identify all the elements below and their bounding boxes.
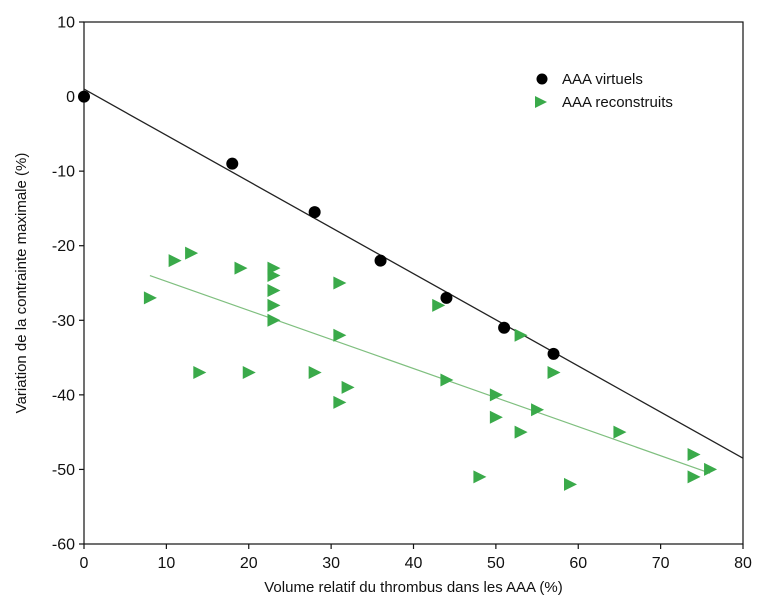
y-tick-label: -40 (52, 387, 75, 404)
point-reconstruits (440, 373, 454, 387)
point-reconstruits (514, 328, 528, 342)
point-virtuels (308, 206, 321, 219)
trendline-series-0 (83, 88, 744, 459)
point-virtuels (78, 90, 90, 103)
point-reconstruits (185, 246, 199, 260)
y-tick-label: -60 (52, 537, 75, 554)
point-reconstruits (489, 410, 503, 424)
point-reconstruits (687, 448, 701, 462)
point-reconstruits (168, 254, 182, 268)
legend-marker-reconstruits (535, 96, 547, 108)
trendline-series-1 (149, 274, 711, 474)
point-reconstruits (531, 403, 545, 417)
x-tick-label: 70 (652, 555, 670, 572)
x-tick-label: 50 (487, 555, 505, 572)
y-tick-label: 0 (66, 89, 75, 106)
y-tick-label: -20 (52, 238, 75, 255)
point-virtuels (440, 291, 453, 304)
y-axis-title: Variation de la contrainte maximale (%) (13, 153, 30, 414)
y-axis-ticks: 10 0 -10 -20 -30 -40 -50 -60 (52, 15, 84, 554)
y-tick-label: 10 (57, 15, 75, 32)
point-virtuels (498, 321, 511, 334)
point-reconstruits (267, 313, 281, 327)
x-tick-label: 80 (734, 555, 752, 572)
legend-label-virtuels: AAA virtuels (562, 71, 643, 88)
x-tick-label: 60 (569, 555, 587, 572)
y-tick-label: -50 (52, 462, 75, 479)
x-axis-ticks: 0 10 20 30 40 50 60 70 80 (80, 544, 752, 572)
x-tick-label: 10 (157, 555, 175, 572)
x-tick-label: 30 (322, 555, 340, 572)
y-tick-label: -30 (52, 313, 75, 330)
y-tick-label: -10 (52, 164, 75, 181)
legend-marker-virtuels (536, 73, 548, 85)
legend-label-reconstruits: AAA reconstruits (562, 94, 673, 111)
data-points (78, 90, 718, 491)
point-reconstruits (267, 269, 281, 283)
point-reconstruits (432, 298, 446, 312)
point-reconstruits (489, 388, 503, 402)
x-tick-label: 20 (240, 555, 258, 572)
plot-area (83, 21, 744, 545)
point-reconstruits (547, 365, 561, 379)
point-reconstruits (308, 365, 322, 379)
point-reconstruits (333, 395, 347, 409)
x-tick-label: 40 (405, 555, 423, 572)
legend: AAA virtuels AAA reconstruits (535, 71, 673, 111)
point-virtuels (226, 157, 239, 170)
trendlines (83, 88, 744, 474)
point-reconstruits (234, 261, 248, 275)
point-reconstruits (687, 470, 701, 484)
point-reconstruits (564, 477, 578, 491)
point-reconstruits (143, 291, 157, 305)
point-reconstruits (267, 283, 281, 297)
point-reconstruits (341, 380, 355, 394)
point-reconstruits (704, 462, 718, 476)
point-reconstruits (613, 425, 627, 439)
point-reconstruits (333, 276, 347, 290)
x-tick-label: 0 (80, 555, 89, 572)
x-axis-title: Volume relatif du thrombus dans les AAA … (264, 579, 562, 596)
point-reconstruits (473, 470, 487, 484)
point-reconstruits (514, 425, 528, 439)
point-reconstruits (193, 365, 207, 379)
point-virtuels (374, 254, 387, 267)
point-virtuels (547, 347, 560, 360)
point-reconstruits (267, 298, 281, 312)
point-reconstruits (242, 365, 256, 379)
point-reconstruits (333, 328, 347, 342)
